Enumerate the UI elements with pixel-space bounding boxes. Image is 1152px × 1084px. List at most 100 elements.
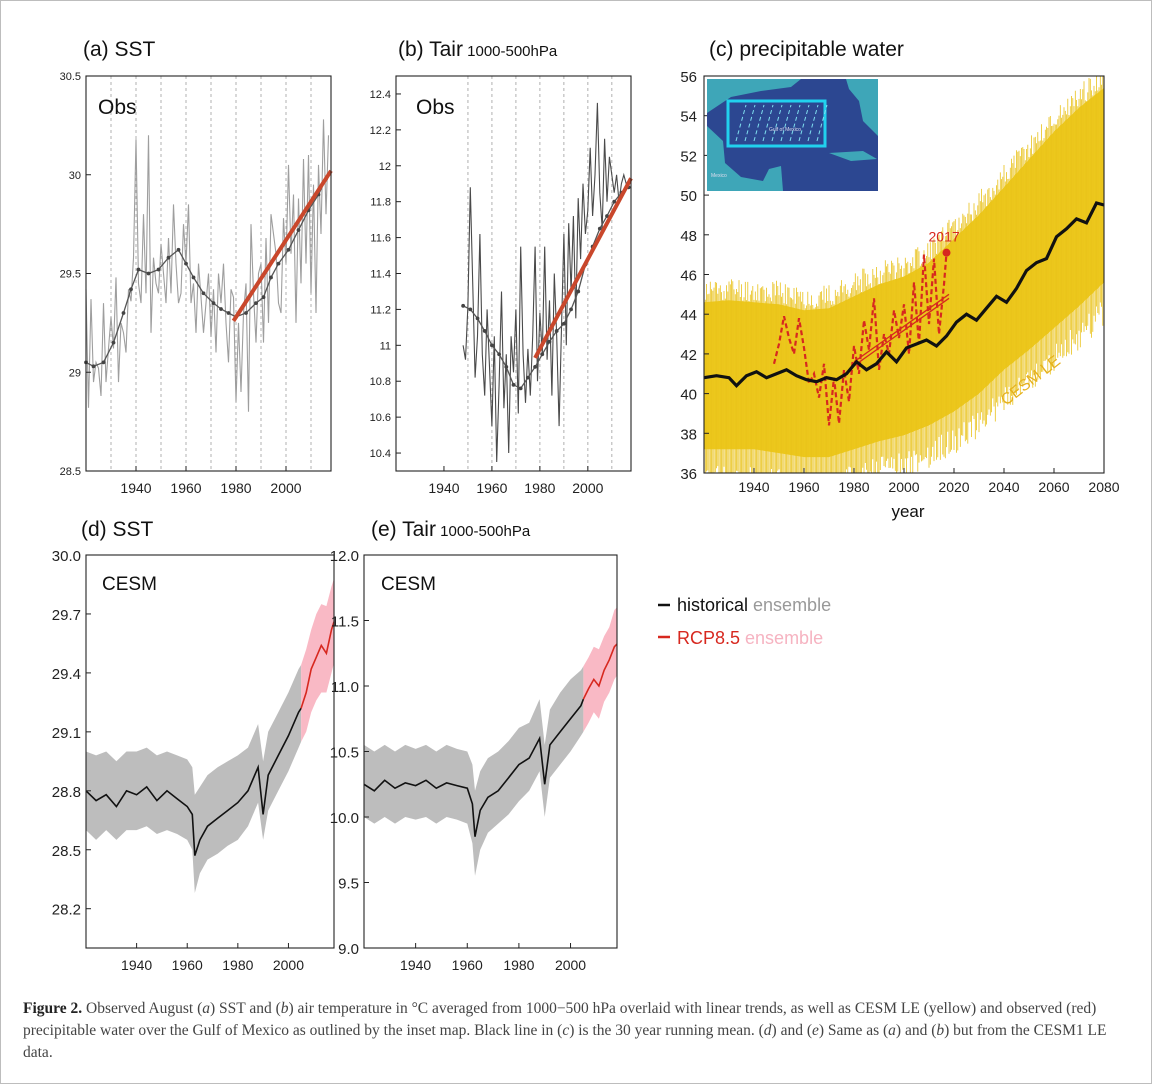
running-mean-point-b [504,364,509,369]
x-tick-label-d: 1940 [121,957,152,973]
running-mean-point-a [244,311,248,315]
map-hatch [807,104,819,142]
running-mean-point-a [146,271,151,276]
x-tick-label-b: 1940 [428,480,459,496]
legend-historical-ensemble: ensemble [753,595,831,615]
y-tick-label-c: 38 [680,426,697,443]
running-mean-point-b [554,329,559,333]
running-mean-point-a [296,228,301,232]
y-tick-label-e: 11.0 [331,679,359,696]
y-tick-label-b: 10.4 [370,448,391,460]
y-tick-label-e: 9.0 [338,941,359,958]
map-land-florida [846,79,878,136]
x-tick-label-e: 1940 [400,957,431,973]
map-hatch [753,104,765,142]
historical-mean-e [363,698,585,837]
y-tick-label-c: 48 [680,228,697,245]
map-region-box [726,99,827,148]
panel-label-b: Obs [416,96,455,119]
rcp-band-e [583,607,617,732]
x-tick-label-d: 1980 [222,957,253,973]
panel-title-b: (b) Tair 1000-500hPa [398,38,558,61]
y-tick-label-c: 50 [680,188,697,205]
marker-label-2017: 2017 [929,229,960,245]
x-tick-label-a: 1980 [220,480,251,496]
y-tick-label-e: 11.5 [331,614,359,631]
running-mean-point-a [129,287,133,292]
x-tick-label-c: 2020 [938,479,969,495]
y-tick-label-c: 42 [680,347,697,364]
running-mean-a [85,178,327,368]
x-axis-label-c: year [891,502,924,521]
running-mean-point-a [121,311,126,315]
panel-title-d: (d) SST [81,518,154,541]
obs-series-a [85,119,330,412]
running-mean-point-a [101,360,106,365]
y-tick-label-b: 10.6 [370,412,391,424]
running-mean-point-a [211,301,216,306]
caption-text: Observed August (a) SST and (b) air temp… [23,1000,1107,1061]
y-tick-label-a: 29.5 [60,269,81,281]
running-mean-point-b [540,352,545,357]
map-land-mexico [707,126,783,191]
y-tick-label-c: 56 [680,69,697,86]
rcp-mean-e [582,643,618,700]
trend-line-c [853,293,950,363]
x-tick-label-b: 2000 [572,480,603,496]
x-tick-label-c: 1980 [838,479,869,495]
y-tick-label-e: 10.5 [330,745,359,762]
x-tick-label-a: 1940 [120,480,151,496]
running-mean-point-a [191,275,196,280]
running-mean-point-a [91,364,96,369]
x-tick-label-c: 2080 [1088,479,1119,495]
y-tick-label-e: 12.0 [330,548,359,565]
running-mean-point-a [201,291,206,296]
y-tick-label-b: 11 [380,340,391,352]
running-mean-point-b [605,214,609,218]
y-tick-label-a: 28.5 [60,466,81,478]
running-mean-point-b [511,382,516,387]
running-mean-point-a [166,255,171,260]
x-tick-label-b: 1960 [476,480,507,496]
running-mean-b [462,186,629,390]
running-mean-point-a [136,267,141,272]
running-mean-point-b [525,375,530,380]
panel-title-a: (a) SST [83,38,156,61]
running-mean-point-b [569,307,573,312]
running-mean-point-a [111,340,116,345]
panel-title-c: (c) precipitable water [709,38,904,61]
x-tick-label-c: 2060 [1038,479,1069,495]
caption-label: Figure 2. [23,1000,83,1017]
y-tick-label-d: 28.2 [52,902,81,919]
running-mean-point-a [254,301,258,306]
y-tick-label-c: 40 [680,387,697,404]
marker-2017 [942,248,951,257]
running-mean-point-a [176,247,181,252]
y-tick-label-d: 30.0 [52,548,81,565]
y-tick-label-b: 12.4 [370,89,391,101]
panel-label-a: Obs [98,96,137,119]
map-hatch [771,104,783,142]
x-tick-label-c: 1940 [738,479,769,495]
map-land-cuba [829,151,877,161]
map-hatch [744,104,756,142]
panel-label-d: CESM [102,574,157,595]
x-tick-label-a: 2000 [270,480,301,496]
running-mean-point-b [533,364,537,369]
x-tick-label-e: 2000 [555,957,586,973]
y-tick-label-e: 10.0 [330,810,359,827]
y-tick-label-d: 28.8 [52,784,81,801]
y-tick-label-b: 12 [379,161,391,173]
running-mean-point-a [184,261,188,266]
trend-line-b [533,177,633,359]
x-tick-label-b: 1980 [524,480,555,496]
y-tick-label-c: 54 [680,109,697,126]
y-tick-label-a: 30 [69,170,81,182]
y-tick-label-b: 10.8 [370,376,391,388]
legend-rcp-ensemble: ensemble [745,628,823,648]
y-tick-label-d: 29.1 [52,725,81,742]
y-tick-label-d: 29.4 [52,666,81,683]
map-hatch [780,104,792,142]
legend-rcp-entry: RCP8.5 ensemble [677,628,823,648]
